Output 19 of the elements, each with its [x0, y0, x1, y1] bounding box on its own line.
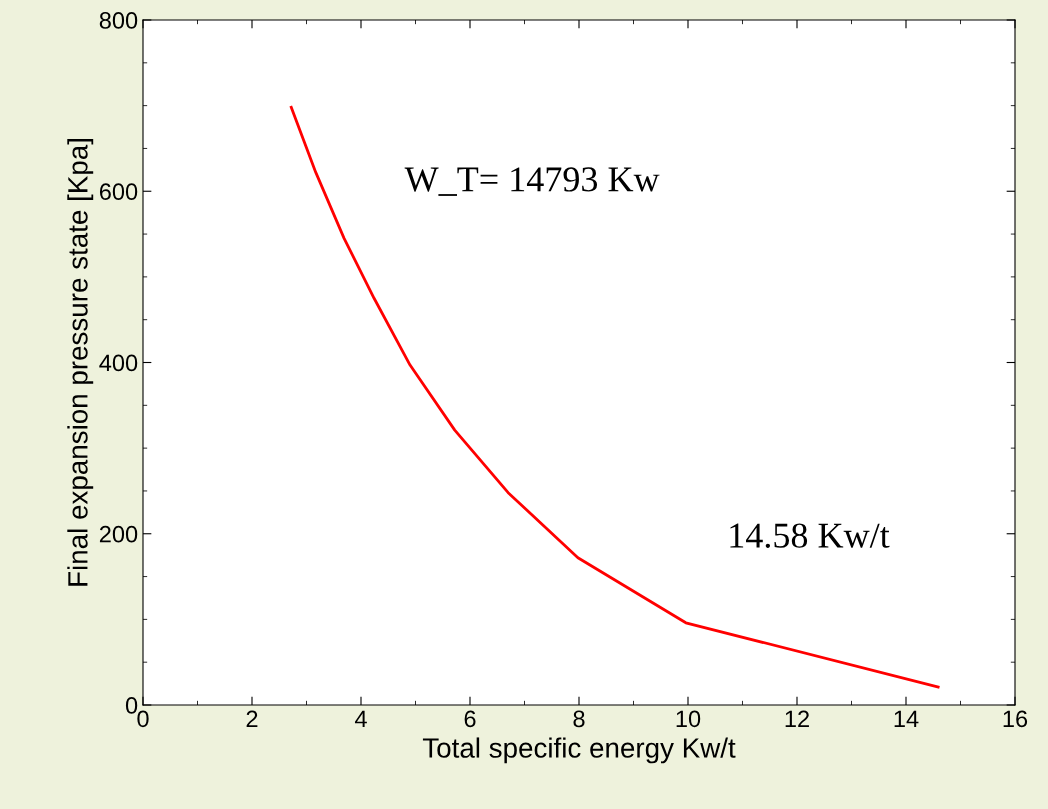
y-tick-label: 400	[99, 354, 138, 372]
x-tick-label: 16	[1003, 710, 1028, 728]
annotation: 14.58 Kw/t	[730, 523, 890, 548]
x-tick-label: 8	[573, 710, 585, 728]
y-axis-title: Final expansion pressure state [Kpa]	[67, 139, 94, 586]
x-tick-label: 0	[137, 710, 149, 728]
y-tick-label: 600	[99, 183, 138, 201]
x-tick-label: 4	[354, 710, 367, 727]
annotation: W_T= 14793 Kw	[404, 167, 660, 196]
y-tick-label: 800	[99, 12, 138, 29]
x-axis-title: Total specific energy Kw/t	[422, 737, 736, 764]
x-tick-label: 10	[676, 710, 701, 728]
y-tick-label: 0	[125, 697, 138, 714]
x-tick-label: 6	[464, 710, 476, 728]
x-tick-label: 2	[246, 710, 258, 727]
line-series	[289, 105, 940, 689]
y-tick-label: 200	[99, 525, 138, 543]
x-tick-label: 12	[785, 710, 809, 727]
x-tick-label: 14	[894, 710, 919, 727]
